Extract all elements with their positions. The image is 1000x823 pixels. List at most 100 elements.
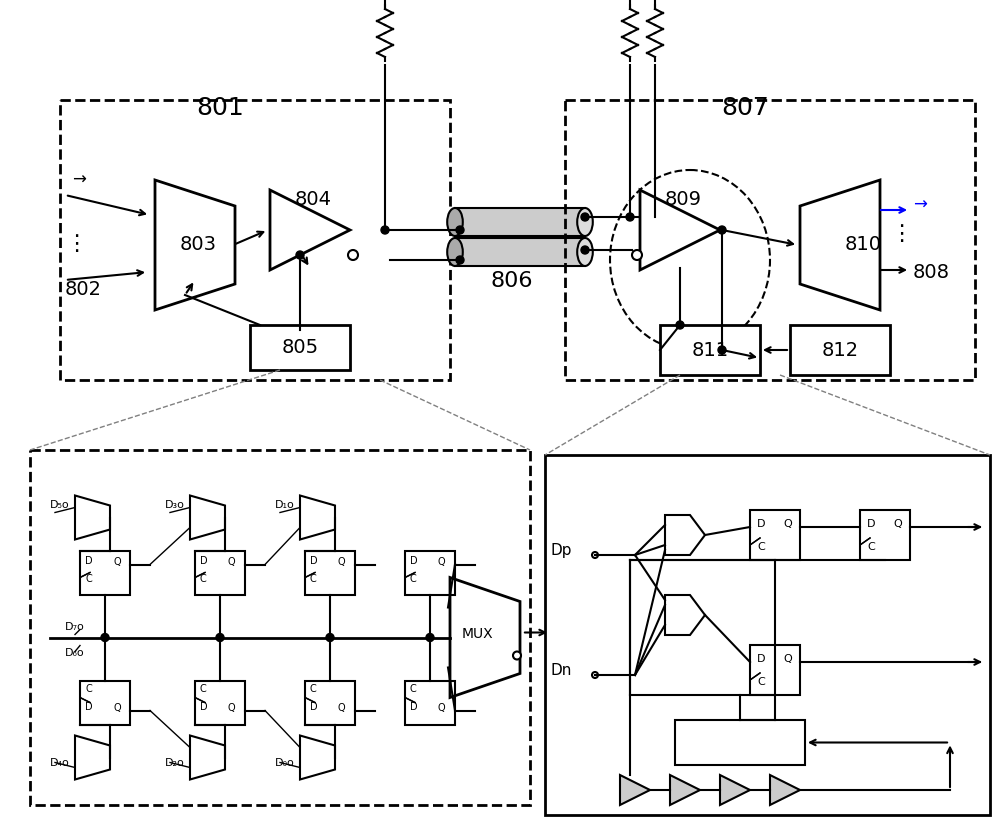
Bar <box>60 100 450 380</box>
Circle shape <box>676 321 684 329</box>
Text: C: C <box>410 685 417 695</box>
Ellipse shape <box>447 208 463 236</box>
Circle shape <box>216 634 224 641</box>
Text: D: D <box>85 556 93 566</box>
Circle shape <box>426 634 434 641</box>
Text: D: D <box>85 703 93 713</box>
Circle shape <box>101 634 109 641</box>
Text: ⋮: ⋮ <box>65 234 87 254</box>
Bar <box>405 551 455 594</box>
Text: D: D <box>200 556 208 566</box>
Circle shape <box>581 246 589 254</box>
Text: D: D <box>757 519 766 529</box>
Text: C: C <box>200 574 207 584</box>
Text: 807: 807 <box>721 96 769 120</box>
Text: 802: 802 <box>65 280 102 299</box>
Bar <box>455 238 585 266</box>
Polygon shape <box>665 595 705 635</box>
Bar <box>80 551 130 594</box>
Text: Q: Q <box>228 556 236 566</box>
Circle shape <box>592 552 598 558</box>
Text: Q: Q <box>438 703 446 713</box>
Text: Q: Q <box>338 556 346 566</box>
Ellipse shape <box>447 238 463 266</box>
Text: Q: Q <box>893 519 902 529</box>
Text: 810: 810 <box>845 235 882 254</box>
Text: Dp: Dp <box>550 543 572 558</box>
Bar <box>195 681 245 724</box>
Ellipse shape <box>577 238 593 266</box>
Circle shape <box>718 346 726 354</box>
Text: Q: Q <box>338 703 346 713</box>
Circle shape <box>592 672 598 678</box>
Circle shape <box>326 634 334 641</box>
Circle shape <box>348 250 358 260</box>
Text: Dn: Dn <box>550 663 571 678</box>
Text: →: → <box>913 196 927 214</box>
Text: Q: Q <box>783 519 792 529</box>
Text: D₃o: D₃o <box>165 500 185 509</box>
Bar <box>195 551 245 594</box>
Circle shape <box>718 226 726 234</box>
Text: 801: 801 <box>196 96 244 120</box>
Text: 808: 808 <box>913 263 950 282</box>
Text: ⋮: ⋮ <box>890 224 912 244</box>
Text: 811: 811 <box>691 341 729 360</box>
Polygon shape <box>665 515 705 555</box>
Text: C: C <box>410 574 417 584</box>
Text: D: D <box>410 703 418 713</box>
Text: D: D <box>310 703 318 713</box>
Bar <box>565 100 975 380</box>
Text: D₅o: D₅o <box>50 500 70 509</box>
Text: Q: Q <box>113 703 121 713</box>
Text: D: D <box>410 556 418 566</box>
Circle shape <box>626 213 634 221</box>
Text: MUX: MUX <box>461 626 493 640</box>
Bar <box>250 325 350 370</box>
Text: 809: 809 <box>665 190 702 209</box>
Text: Q: Q <box>438 556 446 566</box>
Circle shape <box>581 213 589 221</box>
Polygon shape <box>670 775 700 805</box>
Text: C: C <box>310 574 317 584</box>
Ellipse shape <box>577 208 593 236</box>
Text: D: D <box>310 556 318 566</box>
Text: D: D <box>200 703 208 713</box>
Text: 806: 806 <box>490 271 532 291</box>
Bar <box>545 455 990 815</box>
Text: C: C <box>757 542 765 552</box>
Text: C: C <box>310 685 317 695</box>
Text: C: C <box>85 574 92 584</box>
Bar <box>80 681 130 724</box>
Bar <box>860 510 910 560</box>
Text: C: C <box>757 677 765 687</box>
Text: →: → <box>72 171 86 189</box>
Text: Q: Q <box>783 654 792 664</box>
Text: D₀o: D₀o <box>275 757 295 768</box>
Bar <box>660 325 760 375</box>
Circle shape <box>296 251 304 259</box>
Bar <box>790 325 890 375</box>
Text: 812: 812 <box>821 341 859 360</box>
Polygon shape <box>770 775 800 805</box>
Text: D₆o: D₆o <box>65 648 85 658</box>
Text: 805: 805 <box>281 338 319 357</box>
Text: Q: Q <box>113 556 121 566</box>
Text: D₄o: D₄o <box>50 757 70 768</box>
Circle shape <box>456 256 464 264</box>
Text: D: D <box>757 654 766 664</box>
Text: C: C <box>85 685 92 695</box>
Text: C: C <box>867 542 875 552</box>
Circle shape <box>456 226 464 234</box>
Text: C: C <box>200 685 207 695</box>
Polygon shape <box>720 775 750 805</box>
Bar <box>30 450 530 805</box>
Circle shape <box>381 226 389 234</box>
Text: D: D <box>867 519 876 529</box>
Text: 803: 803 <box>180 235 217 254</box>
Bar <box>455 208 585 236</box>
Text: D₇o: D₇o <box>65 621 85 631</box>
Circle shape <box>632 250 642 260</box>
Text: Q: Q <box>228 703 236 713</box>
Circle shape <box>513 652 521 659</box>
